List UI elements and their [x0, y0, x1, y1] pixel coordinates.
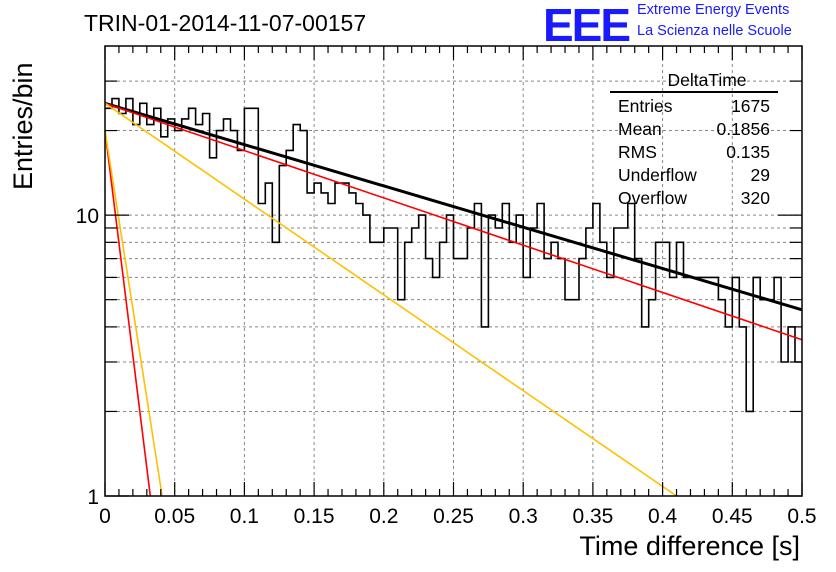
axes: 0 0.05 0.1 0.15 0.2 0.25 0.3 0.35 0.4 0.45 0.5 1 10	[76, 45, 817, 528]
y-tick-label: 10	[76, 205, 99, 228]
fit-line	[104, 130, 152, 497]
stats-value: 320	[740, 188, 770, 208]
x-tick-label: 0.45	[712, 505, 753, 528]
stats-row: Entries 1675	[610, 95, 786, 118]
x-axis-label: Time difference [s]	[579, 531, 800, 561]
histogram	[105, 97, 802, 413]
x-tick-label: 0.5	[787, 505, 816, 528]
x-tick-label: 0.1	[230, 505, 259, 528]
x-tick-label: 0.4	[648, 505, 678, 528]
x-tick-label: 0.35	[572, 505, 613, 528]
histogram-outline	[105, 97, 802, 413]
stats-row: Mean 0.1856	[610, 118, 786, 141]
fit-line	[104, 101, 803, 312]
x-tick-label: 0.05	[154, 505, 195, 528]
stats-value: 29	[750, 165, 770, 185]
stats-row: Underflow 29	[610, 164, 786, 187]
stats-box: DeltaTime Entries 1675 Mean 0.1856 RMS 0…	[610, 70, 786, 210]
stats-label: Mean	[618, 119, 662, 139]
stats-label: Overflow	[618, 188, 688, 208]
stats-label: RMS	[618, 142, 657, 162]
logo-line-2: La Scienza nelle Scuole	[637, 23, 792, 39]
x-tick-label: 0	[99, 505, 111, 528]
logo-line-1: Extreme Energy Events	[637, 2, 790, 18]
stats-divider	[610, 91, 778, 93]
fit-line	[104, 102, 677, 497]
stats-value: 1675	[731, 96, 770, 116]
stats-title: DeltaTime	[667, 70, 747, 90]
y-tick-label: 1	[87, 486, 99, 509]
stats-value: 0.135	[726, 142, 770, 162]
x-tick-label: 0.25	[433, 505, 474, 528]
stats-row: Overflow 320	[610, 187, 786, 210]
stats-value: 0.1856	[716, 119, 770, 139]
fit-line	[104, 102, 803, 341]
y-axis-label: Entries/bin	[8, 62, 38, 190]
eee-logo: EEE	[543, 0, 631, 51]
fit-curves	[104, 101, 803, 497]
fit-line	[104, 130, 163, 497]
stats-label: Entries	[618, 96, 673, 116]
x-tick-label: 0.3	[509, 505, 538, 528]
stats-label: Underflow	[618, 165, 697, 185]
stats-row: RMS 0.135	[610, 141, 786, 164]
x-tick-label: 0.2	[369, 505, 398, 528]
x-tick-label: 0.15	[294, 505, 335, 528]
plot-title: TRIN-01-2014-11-07-00157	[84, 10, 367, 36]
